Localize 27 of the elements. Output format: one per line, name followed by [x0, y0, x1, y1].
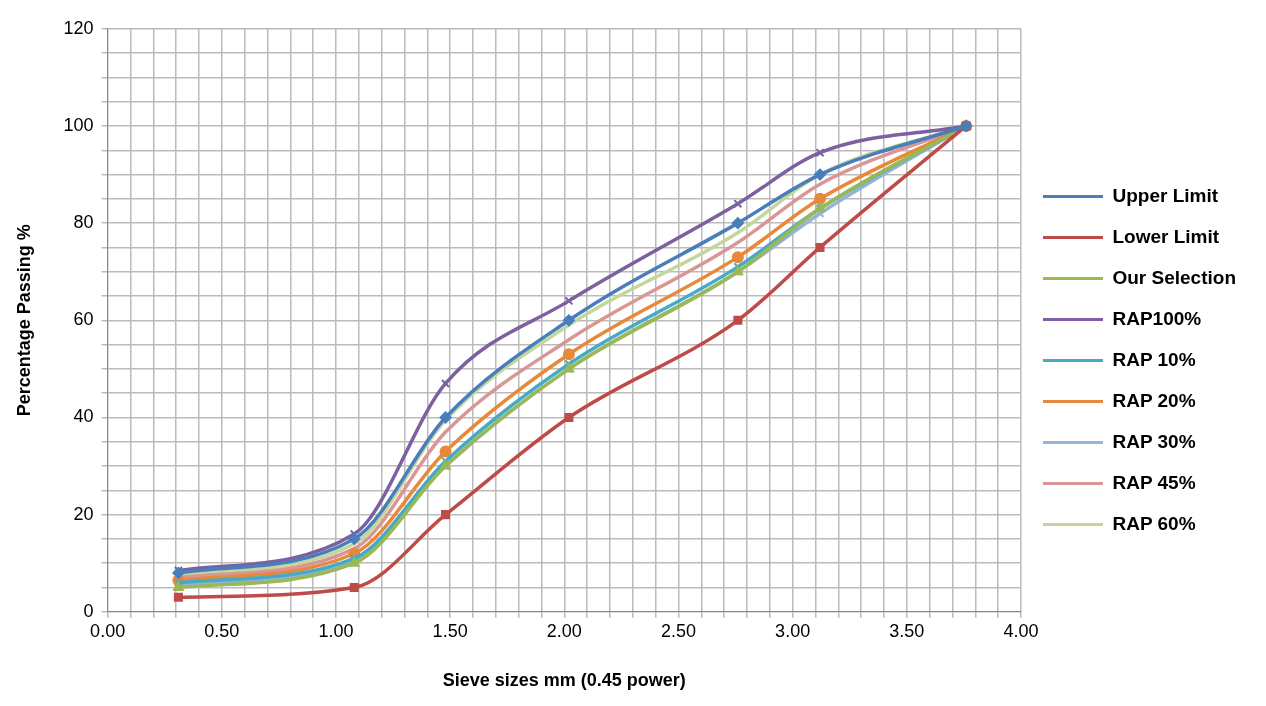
legend-label: RAP 45% — [1112, 471, 1196, 493]
x-tick-label: 1.00 — [318, 620, 354, 641]
x-axis-title: Sieve sizes mm (0.45 power) — [442, 670, 686, 691]
legend-label: Our Selection — [1112, 266, 1236, 288]
x-tick-label: 3.00 — [775, 620, 811, 641]
y-tick-label: 120 — [63, 17, 94, 38]
y-tick-label: 100 — [63, 114, 94, 135]
y-tick-label: 80 — [73, 212, 94, 233]
legend-label: Lower Limit — [1112, 225, 1220, 247]
x-tick-label: 0.50 — [204, 620, 240, 641]
legend-label: RAP 30% — [1112, 430, 1196, 452]
x-tick-label: 3.50 — [889, 620, 925, 641]
y-tick-label: 20 — [73, 503, 94, 524]
x-tick-label: 4.00 — [1003, 620, 1039, 641]
legend-label: RAP100% — [1112, 307, 1202, 329]
legend-label: RAP 20% — [1112, 389, 1196, 411]
y-axis-title: Percentage Passing % — [13, 224, 34, 417]
legend-label: Upper Limit — [1112, 184, 1219, 206]
y-tick-label: 60 — [73, 309, 94, 330]
legend-label: RAP 10% — [1112, 348, 1196, 370]
x-tick-label: 2.50 — [660, 620, 696, 641]
x-tick-label: 2.00 — [546, 620, 582, 641]
x-tick-label: 0.00 — [90, 620, 126, 641]
y-tick-label: 40 — [73, 406, 94, 427]
legend-label: RAP 60% — [1112, 512, 1196, 534]
y-tick-label: 0 — [83, 600, 94, 621]
x-tick-label: 1.50 — [432, 620, 468, 641]
